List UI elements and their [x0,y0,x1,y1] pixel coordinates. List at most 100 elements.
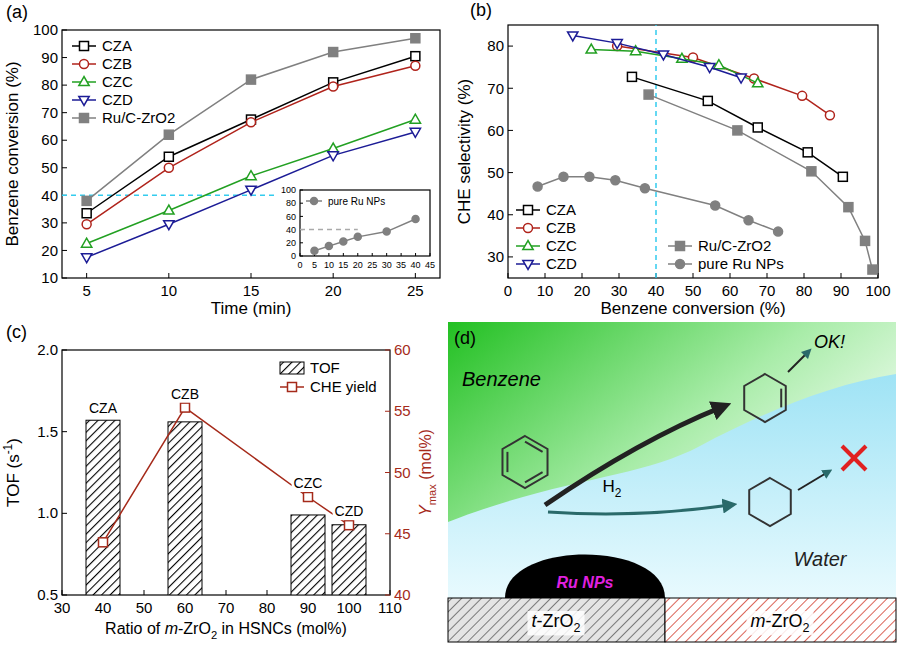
marker [340,238,347,245]
x-axis-title: Ratio of m-ZrO2 in HSNCs (mol%) [105,620,347,641]
x-tick [390,590,391,595]
marker [311,247,318,254]
y-tick [62,595,67,596]
y2-tick [385,411,390,412]
marker [803,148,812,157]
legend-marker [524,206,533,215]
legend-entry: CZA [516,201,576,218]
x-tick-label: 5 [82,282,90,299]
x-tick [86,273,87,278]
x-tick-label: 100 [336,599,361,616]
y-tick [62,350,67,351]
y2-tick-label: 55 [394,402,411,419]
y-tick-label: 30 [41,214,58,231]
y-tick [62,85,67,86]
molecule [744,374,786,422]
legend-label: CZC [102,73,133,90]
marker [164,163,173,172]
marker [825,111,834,120]
y-tick [300,203,303,204]
panel-a: 510152025102030405060708090100Time (min)… [3,21,440,318]
legend-entry: CZB [72,55,132,72]
marker [658,51,668,60]
m-zro2-support [665,598,896,642]
panel-letter: (c) [6,322,27,342]
legend-label: pure Ru NPs [698,255,784,272]
series-line [314,219,415,251]
y-tick-label: 80 [487,37,504,54]
y-tick [300,190,303,191]
legend-entry: pure Ru NPs [306,196,385,207]
y-tick-label: 0.5 [37,586,58,603]
marker [82,220,91,229]
marker [99,538,108,547]
x-tick [619,273,620,278]
y-tick-label: 90 [41,49,58,66]
diagram-label: Benzene [462,368,541,390]
y-tick-label: 70 [487,80,504,97]
y-tick [300,256,303,257]
legend-marker [80,42,89,51]
x-tick-label: 50 [136,599,153,616]
legend-entry: CZD [516,255,577,272]
x-tick [62,590,63,595]
cross [842,446,866,470]
marker [559,172,568,181]
x-tick-label: 25 [367,260,377,270]
diagram-label: m-ZrO2 [751,611,810,635]
x-tick [251,273,252,278]
bar [332,525,366,595]
plot-frame [62,350,390,595]
y2-tick-label: 50 [394,464,411,481]
bar-category-label: CZD [335,503,364,519]
marker [744,216,753,225]
marker [733,126,742,135]
marker [774,227,783,236]
plot-marks [533,25,877,278]
x-tick-label: 40 [648,282,665,299]
legend-entry: CZB [516,219,576,236]
text-part: 2 [802,621,809,635]
x-tick [693,273,694,278]
marker [304,493,313,502]
y-tick [508,130,513,131]
marker [354,233,361,240]
x-tick [508,273,509,278]
y2-tick [385,472,390,473]
legend-entry: CZC [72,73,133,90]
label-patch [169,385,201,403]
marker [181,403,190,412]
marker [328,143,338,152]
x-tick [357,253,358,256]
x-tick [144,590,145,595]
marker [807,167,816,176]
diagram-label: Ru NPs [557,574,614,591]
arrow [548,505,730,514]
legend-label: CZA [546,201,576,218]
series-line [573,36,741,78]
bar-labels: CZACZBCZCCZD [87,385,365,521]
label-patch [747,611,814,635]
marker [568,32,578,41]
cross [842,446,866,470]
marker [345,521,354,530]
marker [329,48,338,57]
y-axis-title: Benzene conversion (%) [3,61,22,246]
label-patch [527,611,584,635]
plot-marks [300,216,419,255]
marker [533,182,542,191]
panel-letter: (d) [454,328,476,348]
legend-marker [288,383,297,392]
x-tick-label: 35 [396,260,406,270]
y-tick-label: 20 [286,238,296,248]
y-tick [508,172,513,173]
y-tick-label: 60 [487,122,504,139]
bar-category-label: CZB [171,386,199,402]
marker [703,96,712,105]
label-patch [87,399,120,417]
marker [627,72,636,81]
x-tick-label: 30 [382,260,392,270]
marker [640,184,649,193]
bar-category-label: CZA [89,400,118,416]
panel-b: 0102030405060708090100304050607080Benzen… [455,25,891,318]
